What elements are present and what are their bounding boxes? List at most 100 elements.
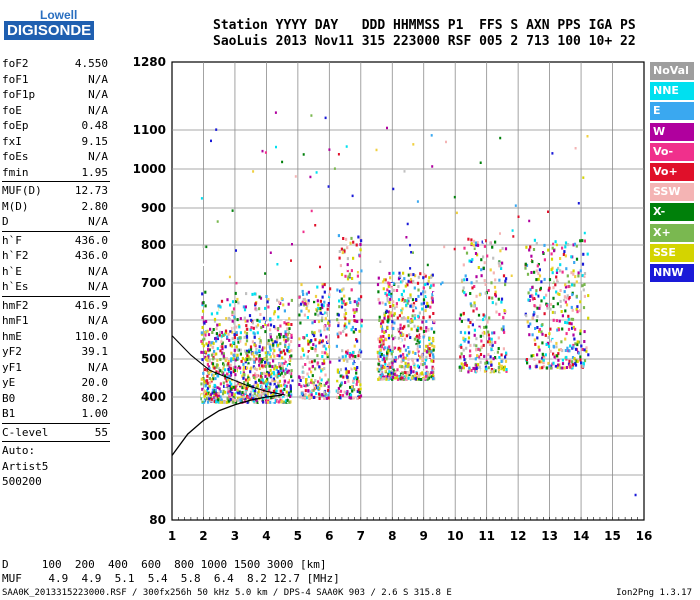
echo-point: [407, 297, 410, 301]
echo-point: [483, 261, 486, 265]
echo-point: [385, 357, 388, 361]
echo-point: [201, 394, 204, 398]
echo-point: [320, 378, 323, 382]
echo-point: [385, 338, 388, 342]
echo-point: [559, 304, 562, 308]
virtual-height-trace: [171, 335, 286, 396]
echo-point: [233, 326, 236, 330]
echo-point: [422, 378, 425, 381]
echo-point: [395, 376, 398, 380]
echo-point: [475, 294, 478, 298]
echo-point: [214, 391, 217, 395]
echo-point: [393, 353, 396, 357]
echo-point: [232, 307, 236, 311]
echo-point: [287, 322, 290, 326]
echo-point: [337, 234, 340, 238]
echo-point: [424, 290, 427, 294]
echo-point: [233, 321, 236, 325]
echo-point: [229, 389, 232, 393]
echo-point: [219, 337, 222, 341]
echo-point: [307, 342, 310, 346]
echo-point: [357, 302, 360, 306]
echo-point: [290, 335, 293, 339]
echo-point: [244, 390, 247, 394]
echo-point: [390, 366, 393, 369]
echo-point: [529, 322, 532, 326]
echo-point: [459, 330, 462, 334]
echo-point: [346, 359, 349, 363]
distance-row: D 100 200 400 600 800 1000 1500 3000 [km…: [2, 558, 327, 571]
echo-point: [275, 337, 278, 341]
echo-point: [428, 276, 431, 280]
echo-point: [267, 305, 270, 309]
echo-point: [283, 338, 286, 342]
echo-point: [287, 302, 290, 306]
echo-point: [475, 337, 478, 341]
echo-point: [483, 369, 487, 373]
echo-point: [397, 327, 400, 331]
echo-point: [270, 338, 273, 342]
param-row-fof1p: foF1p N/A: [2, 87, 110, 103]
echo-point: [421, 357, 424, 361]
param-row-clevel: C-level 55: [2, 425, 110, 441]
echo-point: [216, 373, 219, 377]
echo-point: [220, 331, 223, 334]
echo-point: [314, 294, 318, 298]
echo-point: [526, 361, 529, 365]
echo-point: [378, 368, 381, 372]
echo-point: [358, 293, 361, 296]
echo-point: [421, 320, 424, 324]
echo-point: [492, 351, 495, 354]
echo-point: [483, 354, 486, 358]
echo-point: [232, 370, 235, 374]
echo-point-outlier: [441, 281, 444, 284]
echo-point: [528, 248, 531, 252]
echo-point: [555, 341, 558, 345]
echo-point: [414, 377, 417, 381]
echo-point: [207, 365, 211, 369]
echo-point: [260, 360, 263, 364]
echo-point: [201, 387, 204, 391]
echo-point: [313, 297, 316, 301]
echo-point: [571, 308, 574, 312]
echo-point: [360, 350, 363, 354]
echo-point: [380, 351, 383, 355]
echo-point: [272, 359, 275, 363]
echo-point: [311, 381, 314, 385]
echo-point: [402, 352, 405, 356]
echo-point: [572, 272, 575, 276]
echo-point: [395, 302, 398, 306]
echo-point: [260, 357, 263, 361]
echo-point: [311, 389, 314, 393]
echo-point: [208, 340, 211, 344]
param-row-mufd: MUF(D) 12.73: [2, 183, 110, 199]
echo-point: [351, 385, 354, 389]
echo-point: [536, 353, 539, 357]
echo-point: [564, 309, 567, 313]
echo-point: [579, 239, 582, 243]
echo-point: [410, 290, 413, 294]
echo-point: [583, 330, 586, 334]
echo-point: [391, 375, 395, 379]
echo-point: [564, 300, 567, 304]
echo-point: [354, 328, 357, 331]
echo-point: [462, 263, 465, 267]
echo-point: [399, 369, 402, 373]
echo-point: [274, 388, 277, 392]
echo-point: [344, 317, 347, 321]
echo-point: [291, 381, 294, 385]
echo-point: [269, 400, 272, 404]
echo-point: [387, 334, 390, 337]
echo-point: [256, 318, 259, 322]
echo-point-outlier: [333, 167, 336, 170]
echo-point: [462, 286, 465, 290]
echo-point: [344, 274, 347, 278]
echo-point: [458, 344, 461, 348]
echo-point: [431, 373, 435, 377]
echo-point: [464, 274, 467, 278]
echo-point: [378, 345, 381, 349]
param-name: foE: [2, 103, 22, 117]
echo-point: [202, 301, 205, 305]
echo-point: [376, 350, 379, 354]
echo-point: [384, 302, 387, 306]
